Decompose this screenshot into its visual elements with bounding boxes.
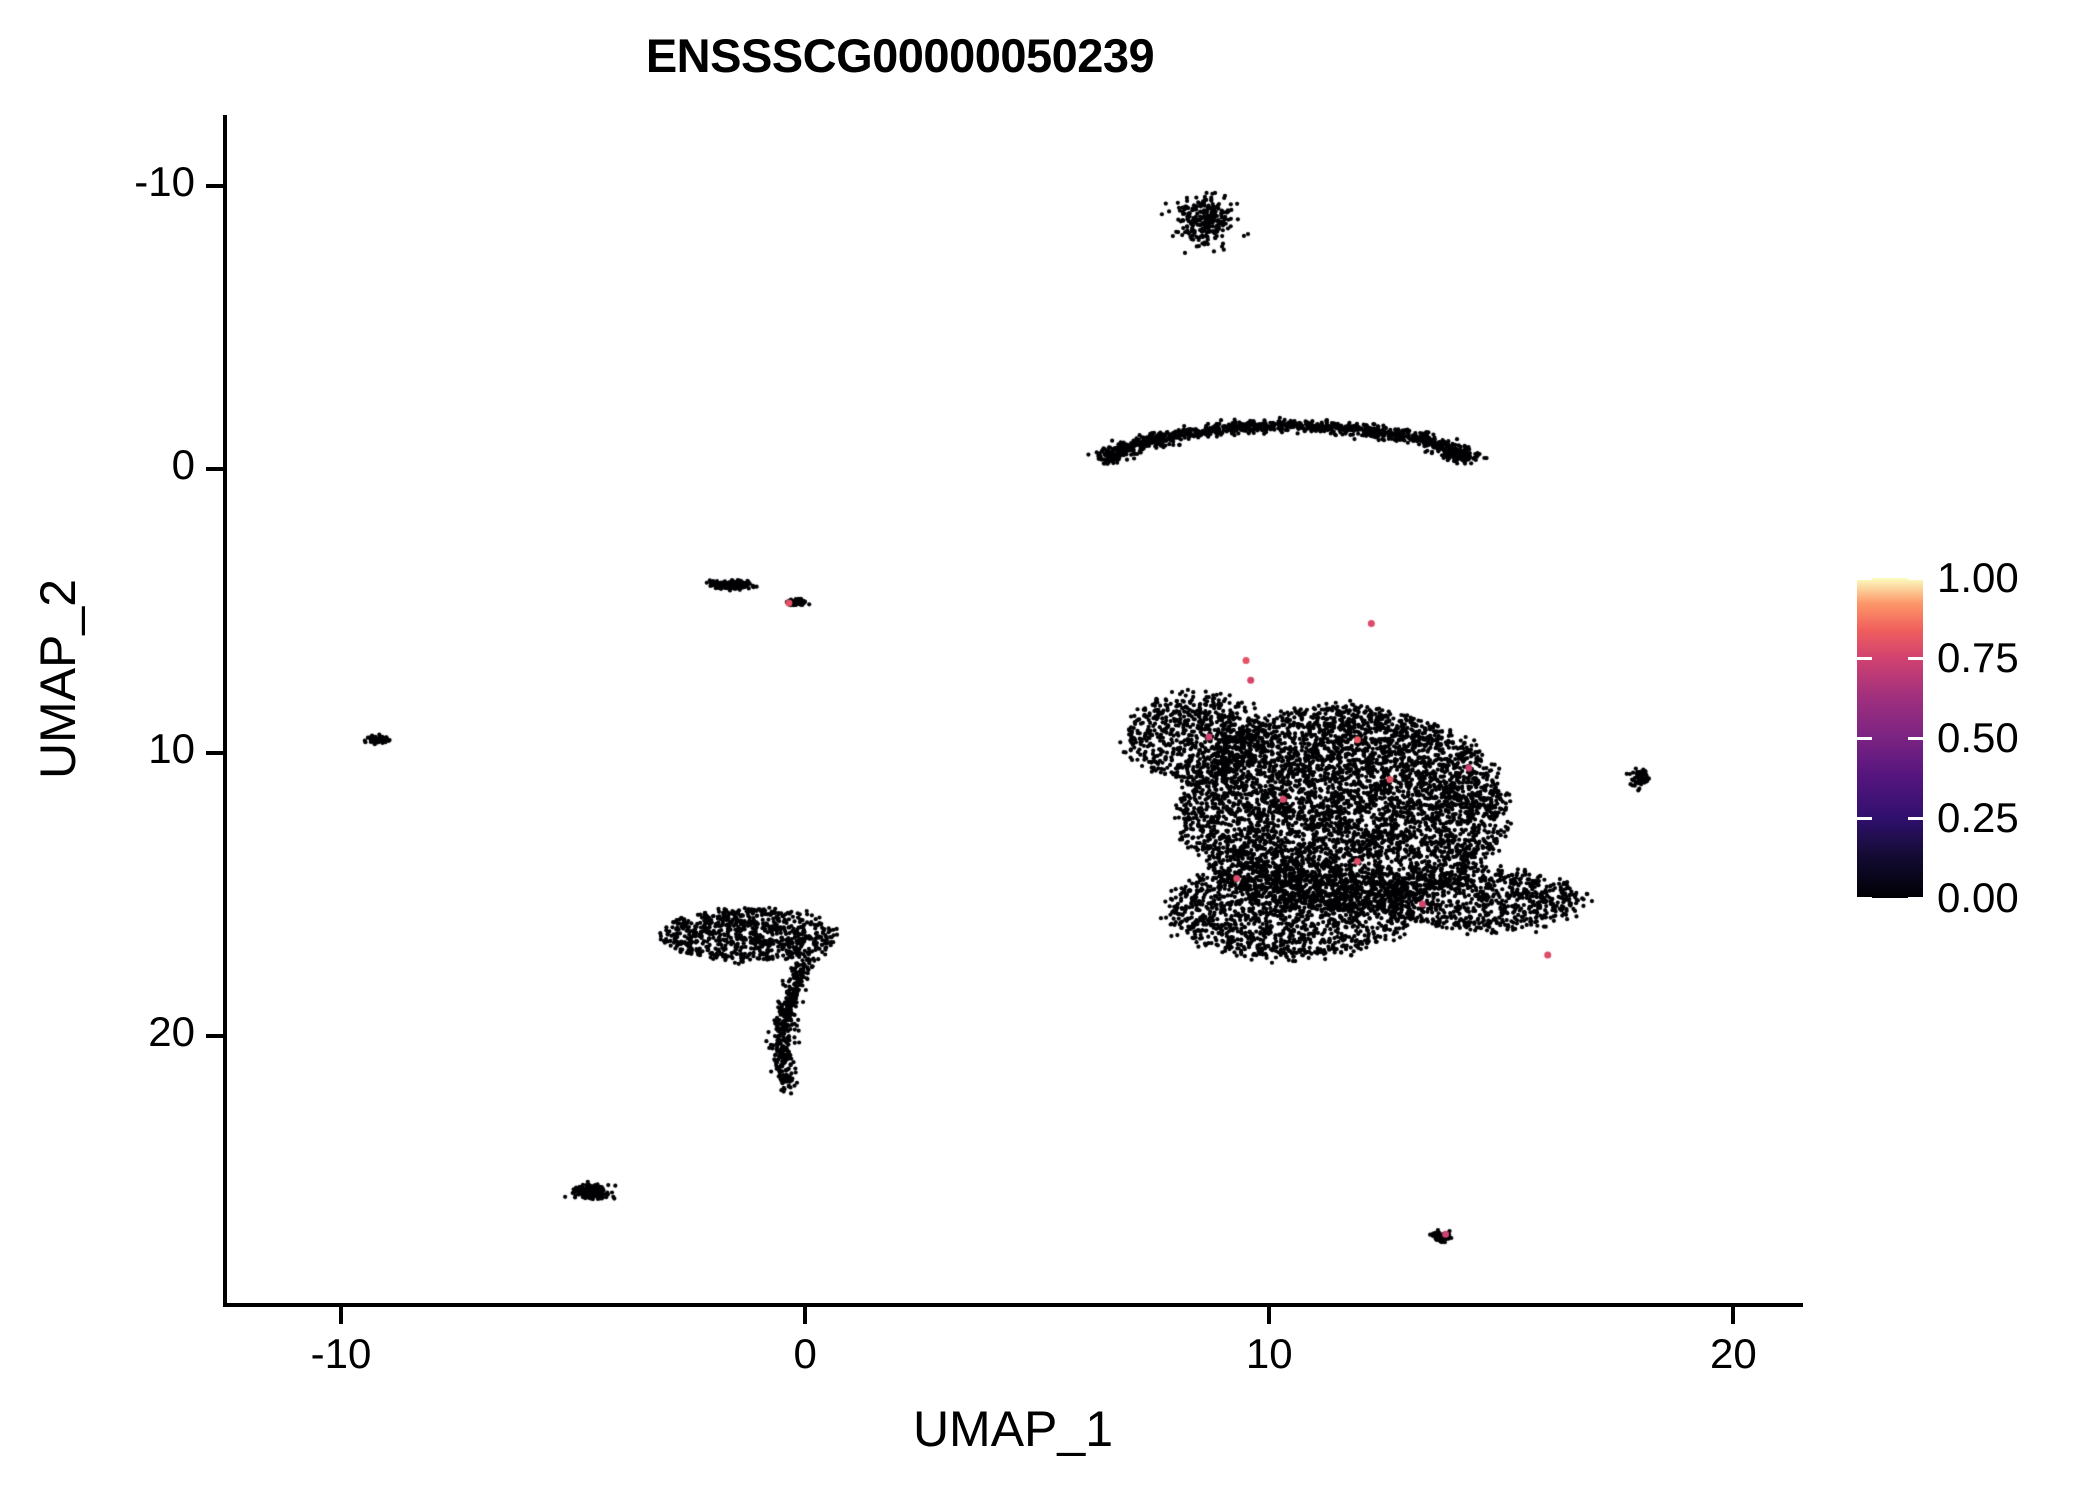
scatter-plot-panel [225, 115, 1803, 1305]
x-tick-label: 20 [1710, 1330, 1757, 1377]
y-axis-line [223, 115, 227, 1306]
colorbar-tick-mark [1857, 656, 1872, 660]
y-tick-mark [206, 750, 223, 755]
colorbar-tick-mark [1908, 576, 1923, 580]
colorbar-tick-mark [1857, 576, 1872, 580]
x-axis-line [223, 1303, 1803, 1307]
x-tick-label: 10 [1245, 1330, 1293, 1377]
colorbar-legend: 1.00 0.75 0.50 0.25 0.00 [1857, 554, 2097, 921]
x-tick-label: -10 [310, 1330, 372, 1377]
colorbar-tick-label: 0.00 [1937, 874, 2019, 921]
y-tick-label: -10 [134, 157, 195, 205]
colorbar-tick-label: 1.00 [1937, 554, 2019, 601]
y-tick-mark [206, 183, 223, 188]
x-tick-mark [803, 1307, 808, 1324]
colorbar-tick-mark [1857, 896, 1872, 900]
y-tick-label: 10 [148, 724, 195, 772]
y-axis-title: UMAP_2 [30, 578, 86, 780]
x-axis-title: UMAP_1 [912, 1401, 1114, 1457]
x-tick-mark [339, 1307, 344, 1324]
colorbar-tick-mark [1908, 896, 1923, 900]
y-tick-label: 0 [171, 441, 195, 489]
colorbar-tick-label: 0.75 [1937, 634, 2019, 681]
x-tick-mark [1731, 1307, 1736, 1324]
colorbar-tick-mark [1908, 816, 1923, 820]
y-tick-label: 20 [148, 1007, 195, 1055]
scatter-points-canvas [225, 115, 1803, 1305]
colorbar-tick-mark [1908, 736, 1923, 740]
y-tick-mark [206, 467, 223, 472]
colorbar-tick-label: 0.50 [1937, 714, 2019, 761]
page-title: ENSSSCG00000050239 [645, 29, 1155, 82]
colorbar-tick-mark [1908, 656, 1923, 660]
y-tick-mark [206, 1033, 223, 1038]
x-tick-label: 0 [793, 1330, 817, 1377]
colorbar-tick-mark [1857, 736, 1872, 740]
colorbar-tick-mark [1857, 816, 1872, 820]
colorbar-tick-label: 0.25 [1937, 794, 2019, 841]
x-tick-mark [1267, 1307, 1272, 1324]
